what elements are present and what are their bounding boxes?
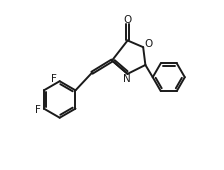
Text: F: F bbox=[51, 74, 56, 84]
Text: O: O bbox=[144, 39, 152, 49]
Text: F: F bbox=[35, 105, 41, 115]
Text: O: O bbox=[123, 15, 132, 25]
Text: N: N bbox=[123, 74, 130, 84]
